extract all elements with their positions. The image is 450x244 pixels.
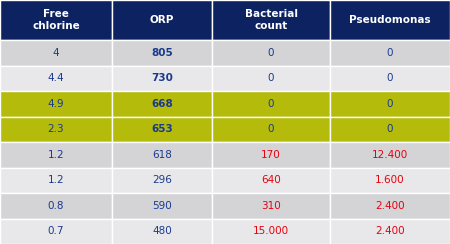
Bar: [212, 116, 330, 142]
Bar: [330, 65, 450, 91]
Text: 0: 0: [268, 99, 274, 109]
Bar: [330, 116, 450, 142]
Bar: [112, 218, 212, 244]
Bar: [112, 116, 212, 142]
Bar: [212, 142, 330, 167]
Text: 653: 653: [151, 124, 173, 134]
Bar: [0, 116, 112, 142]
Bar: [212, 40, 330, 65]
Text: Free
chlorine: Free chlorine: [32, 9, 80, 31]
Text: 805: 805: [151, 48, 173, 58]
Text: 0: 0: [268, 48, 274, 58]
Text: 310: 310: [261, 201, 281, 211]
Bar: [112, 193, 212, 218]
Text: 4: 4: [53, 48, 59, 58]
Text: 730: 730: [151, 73, 173, 83]
Text: 12.400: 12.400: [372, 150, 408, 160]
Text: Bacterial
count: Bacterial count: [244, 9, 297, 31]
Bar: [330, 91, 450, 116]
Bar: [212, 193, 330, 218]
Text: 2.400: 2.400: [375, 226, 405, 236]
Text: 0.8: 0.8: [48, 201, 64, 211]
Bar: [330, 167, 450, 193]
Bar: [0, 40, 112, 65]
Text: 170: 170: [261, 150, 281, 160]
Text: 0: 0: [387, 48, 393, 58]
Text: 0.7: 0.7: [48, 226, 64, 236]
Text: 1.2: 1.2: [48, 175, 64, 185]
Text: 618: 618: [152, 150, 172, 160]
Bar: [0, 193, 112, 218]
Text: 0: 0: [268, 124, 274, 134]
Bar: [0, 91, 112, 116]
Text: 1.2: 1.2: [48, 150, 64, 160]
Text: 15.000: 15.000: [253, 226, 289, 236]
Bar: [330, 0, 450, 40]
Bar: [330, 193, 450, 218]
Bar: [112, 0, 212, 40]
Bar: [212, 91, 330, 116]
Bar: [0, 65, 112, 91]
Bar: [112, 40, 212, 65]
Bar: [212, 65, 330, 91]
Bar: [0, 0, 112, 40]
Text: 590: 590: [152, 201, 172, 211]
Bar: [112, 142, 212, 167]
Text: 640: 640: [261, 175, 281, 185]
Text: 4.9: 4.9: [48, 99, 64, 109]
Text: 2.400: 2.400: [375, 201, 405, 211]
Bar: [0, 218, 112, 244]
Text: 480: 480: [152, 226, 172, 236]
Text: 0: 0: [387, 124, 393, 134]
Text: 4.4: 4.4: [48, 73, 64, 83]
Text: 0: 0: [268, 73, 274, 83]
Text: 296: 296: [152, 175, 172, 185]
Text: ORP: ORP: [150, 15, 174, 25]
Text: 0: 0: [387, 99, 393, 109]
Bar: [330, 142, 450, 167]
Text: 0: 0: [387, 73, 393, 83]
Bar: [212, 167, 330, 193]
Bar: [212, 0, 330, 40]
Text: 2.3: 2.3: [48, 124, 64, 134]
Text: Pseudomonas: Pseudomonas: [349, 15, 431, 25]
Text: 668: 668: [151, 99, 173, 109]
Bar: [112, 65, 212, 91]
Bar: [212, 218, 330, 244]
Bar: [330, 218, 450, 244]
Bar: [0, 167, 112, 193]
Bar: [112, 167, 212, 193]
Text: 1.600: 1.600: [375, 175, 405, 185]
Bar: [0, 142, 112, 167]
Bar: [330, 40, 450, 65]
Bar: [112, 91, 212, 116]
